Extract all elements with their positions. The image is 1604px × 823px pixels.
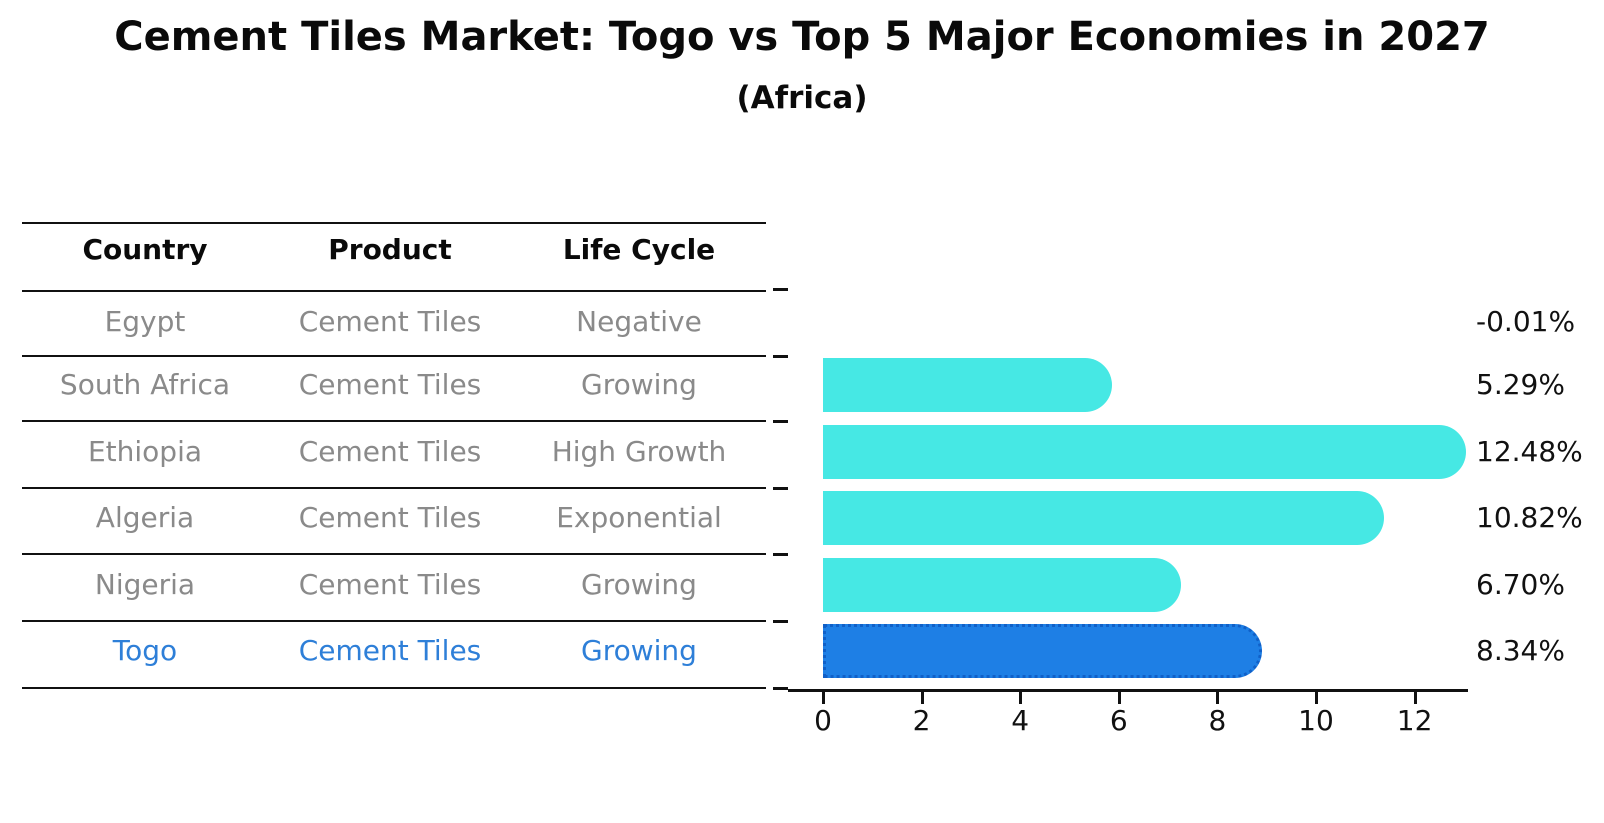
- chart-subtitle: (Africa): [736, 80, 868, 116]
- bar-ethiopia: [823, 425, 1467, 479]
- x-tick-mark: [1315, 692, 1318, 704]
- table-cell-product: Cement Tiles: [298, 305, 482, 338]
- x-tick-mark: [920, 692, 924, 704]
- y-tick-mark: [773, 420, 788, 423]
- x-tick-label: 0: [814, 704, 832, 737]
- table-header-country: Country: [82, 233, 208, 266]
- table-cell-country: Ethiopia: [87, 435, 203, 468]
- table-cell-life_cycle: Growing: [581, 634, 697, 667]
- table-rule: [22, 620, 766, 622]
- table-cell-country: Nigeria: [94, 568, 196, 601]
- bar-value-label: 12.48%: [1476, 435, 1583, 468]
- y-tick-mark: [773, 553, 788, 556]
- table-rule: [22, 420, 766, 422]
- bar-value-label: 10.82%: [1476, 501, 1583, 534]
- x-tick-mark: [1019, 692, 1023, 704]
- bar-algeria: [823, 491, 1385, 545]
- x-tick-label: 10: [1298, 704, 1334, 737]
- table-cell-life_cycle: Exponential: [556, 501, 722, 534]
- bar-nigeria: [823, 558, 1182, 612]
- bar-togo: [823, 624, 1263, 678]
- table-header-product: Product: [328, 233, 452, 266]
- table-cell-country: Egypt: [104, 305, 186, 338]
- x-tick-label: 4: [1011, 704, 1030, 737]
- y-tick-mark: [773, 288, 788, 291]
- table-rule: [22, 687, 766, 689]
- y-tick-mark: [773, 620, 788, 623]
- table-cell-product: Cement Tiles: [298, 568, 482, 601]
- x-tick-label: 6: [1109, 704, 1128, 737]
- table-cell-product: Cement Tiles: [298, 501, 482, 534]
- bar-value-label: 5.29%: [1476, 368, 1565, 401]
- x-tick-label: 2: [912, 704, 931, 737]
- bar-value-label: -0.01%: [1476, 305, 1576, 338]
- x-tick-mark: [1117, 692, 1121, 704]
- table-cell-country: Togo: [112, 634, 178, 667]
- x-tick-label: 12: [1396, 704, 1433, 737]
- y-tick-mark: [773, 687, 788, 690]
- table-rule: [22, 222, 766, 224]
- table-cell-product: Cement Tiles: [298, 634, 482, 667]
- table-rule: [22, 487, 766, 489]
- y-tick-mark: [773, 355, 788, 358]
- table-cell-life_cycle: Negative: [576, 305, 702, 338]
- table-rule: [22, 355, 766, 357]
- table-rule: [22, 553, 766, 555]
- table-cell-country: South Africa: [59, 368, 231, 401]
- table-cell-country: Algeria: [95, 501, 195, 534]
- bar-south-africa: [823, 358, 1112, 412]
- bar-value-label: 8.34%: [1476, 634, 1565, 667]
- table-cell-product: Cement Tiles: [298, 368, 482, 401]
- table-header-life_cycle: Life Cycle: [562, 233, 716, 266]
- y-tick-mark: [773, 487, 788, 490]
- x-tick-label: 8: [1208, 704, 1227, 737]
- chart-title: Cement Tiles Market: Togo vs Top 5 Major…: [114, 14, 1490, 60]
- bar-value-label: 6.70%: [1476, 568, 1565, 601]
- x-tick-mark: [822, 692, 825, 704]
- x-tick-mark: [1216, 692, 1220, 704]
- table-rule: [22, 290, 766, 292]
- table-cell-life_cycle: Growing: [581, 568, 697, 601]
- table-cell-life_cycle: Growing: [581, 368, 697, 401]
- table-cell-life_cycle: High Growth: [551, 435, 727, 468]
- x-tick-mark: [1413, 692, 1417, 704]
- x-axis-line: [788, 689, 1468, 692]
- table-cell-product: Cement Tiles: [298, 435, 482, 468]
